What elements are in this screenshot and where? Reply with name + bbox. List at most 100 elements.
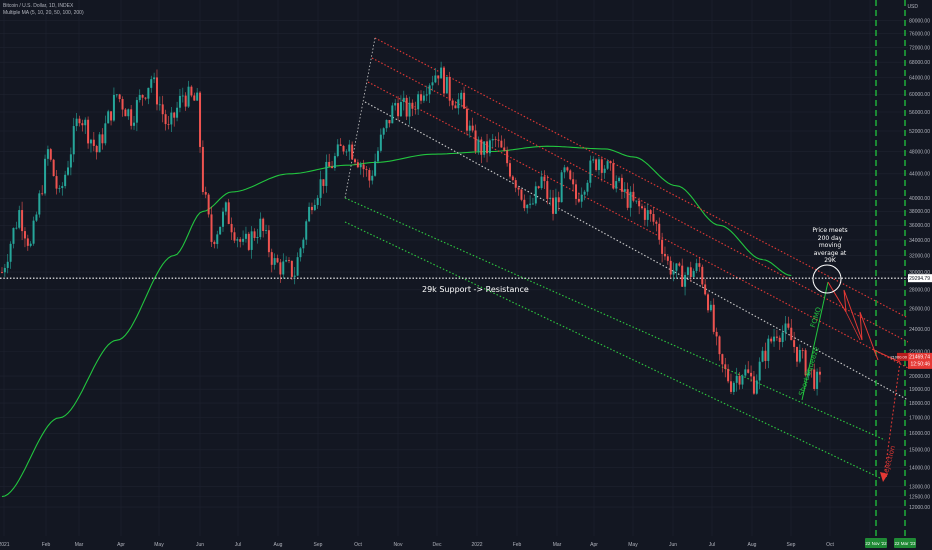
candle-body — [474, 130, 477, 152]
candle-body — [167, 124, 170, 125]
candle-body — [471, 125, 474, 131]
candle-body — [600, 159, 603, 173]
candle-body — [282, 261, 285, 275]
y-tick-label: 22000.00 — [909, 349, 930, 355]
candle-body — [508, 163, 511, 177]
candle-body — [618, 177, 621, 182]
candle-body — [638, 200, 641, 207]
candle-body — [290, 260, 293, 277]
zigzag-path — [827, 281, 901, 363]
candle-body — [566, 167, 569, 171]
candle-body — [643, 208, 646, 220]
candle-body — [425, 94, 428, 96]
candle-body — [457, 99, 460, 109]
y-tick-label: 56000.00 — [909, 110, 930, 116]
candle-body — [744, 369, 747, 376]
x-axis-bg — [0, 536, 932, 550]
candle-body — [437, 75, 440, 79]
candle-body — [178, 95, 181, 108]
candle-body — [3, 267, 6, 273]
candle-body — [534, 186, 537, 204]
candle-body — [1, 272, 3, 273]
rejection-arrow — [883, 361, 901, 479]
candle-body — [575, 184, 577, 199]
y-tick-label: 30000.00 — [909, 270, 930, 276]
candle-body — [549, 197, 552, 199]
candle-body — [646, 210, 649, 220]
candle-body — [520, 189, 523, 200]
x-tick-label: Oct — [826, 542, 834, 548]
candle-body — [247, 233, 250, 250]
x-tick-label: Apr — [117, 542, 125, 548]
candle-body — [397, 103, 400, 117]
y-tick-label: 72000.00 — [909, 45, 930, 51]
candle-body — [118, 94, 121, 100]
candle-body — [612, 163, 615, 189]
candle-body — [391, 105, 394, 124]
candle-body — [692, 270, 695, 277]
candle-body — [181, 95, 184, 97]
candle-body — [230, 223, 233, 233]
candle-body — [32, 220, 35, 244]
candles — [1, 61, 821, 396]
candle-body — [526, 204, 529, 209]
candle-body — [752, 376, 755, 394]
current-alt-text: 21000.00 — [890, 354, 907, 359]
candle-body — [813, 369, 816, 389]
candle-body — [161, 104, 164, 115]
candle-body — [615, 181, 618, 189]
current-price-tag — [908, 352, 932, 369]
candle-body — [649, 210, 652, 215]
candle-body — [626, 189, 629, 208]
candle-body — [408, 102, 411, 117]
candle-body — [695, 263, 698, 271]
candle-body — [293, 275, 296, 277]
candle-body — [110, 111, 113, 121]
candle-body — [158, 104, 161, 106]
candle-body — [331, 166, 334, 169]
candle-body — [635, 200, 638, 202]
currency-label: USD — [907, 4, 918, 10]
candle-body — [595, 159, 598, 170]
candle-body — [133, 122, 136, 126]
candle-body — [761, 350, 764, 362]
y-tick-label: 32000.00 — [909, 253, 930, 259]
current-price-text: 21469.74 — [909, 354, 930, 360]
candle-body — [316, 197, 319, 205]
candle-body — [557, 197, 560, 203]
candle-body — [124, 109, 127, 117]
candle-body — [681, 265, 684, 287]
candle-body — [623, 189, 626, 192]
candle-body — [38, 193, 41, 215]
candle-body — [67, 167, 70, 175]
candle-body — [265, 230, 268, 232]
y-tick-label: 76000.00 — [909, 31, 930, 37]
channel-line — [374, 37, 909, 319]
candle-body — [164, 114, 167, 125]
x-axis[interactable]: 2021 Feb Mar Apr May Jun Jul Aug Sep Oct Nov Dec 202… — [0, 536, 932, 550]
candle-body — [75, 118, 78, 127]
candle-body — [374, 161, 377, 176]
candle-body — [279, 262, 282, 275]
candle-body — [328, 161, 331, 167]
candle-body — [798, 349, 801, 362]
y-tick-label: 34000.00 — [909, 238, 930, 244]
channel-lines — [344, 37, 909, 479]
candle-body — [511, 176, 514, 181]
y-tick-label: 18000.00 — [909, 401, 930, 407]
candle-body — [107, 111, 110, 124]
candle-body — [698, 263, 701, 267]
candle-body — [23, 231, 26, 239]
candle-body — [715, 331, 718, 337]
candle-body — [764, 350, 767, 361]
x-tick-label: 2021 — [0, 542, 10, 548]
candle-body — [758, 361, 761, 381]
candle-body — [577, 198, 580, 202]
candle-body — [144, 97, 147, 99]
projection — [801, 0, 906, 536]
candle-body — [784, 323, 787, 333]
candle-body — [141, 94, 144, 98]
y-tick-label: 38000.00 — [909, 209, 930, 215]
